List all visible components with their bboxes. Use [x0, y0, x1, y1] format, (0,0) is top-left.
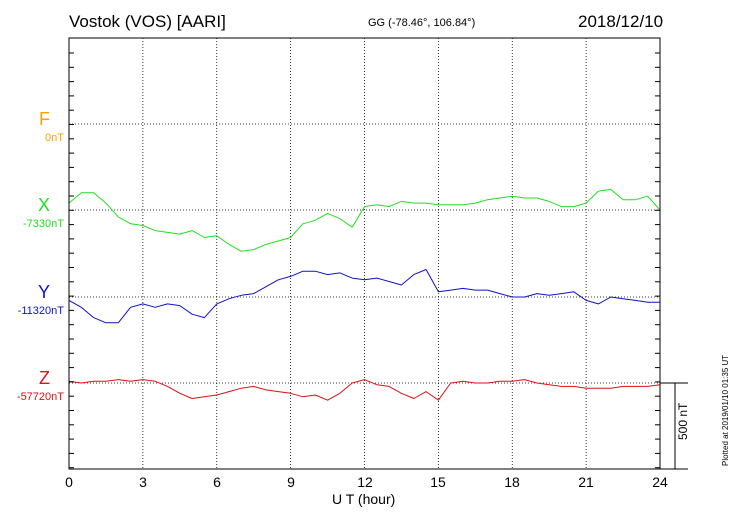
label-Z: Z — [39, 368, 50, 388]
y-ticks — [69, 52, 660, 469]
series-Z-line — [68, 379, 661, 401]
scale-bar — [660, 382, 688, 470]
station-coordinates: GG (-78.46°, 106.84°) — [368, 17, 476, 29]
series-X-line — [68, 188, 661, 252]
baseline-F: 0nT — [45, 132, 64, 144]
plot-date: 2018/12/10 — [578, 12, 664, 31]
series-Y-line — [68, 269, 660, 324]
x-tick-label: 18 — [504, 474, 520, 490]
grid-layer — [69, 38, 660, 469]
x-tick-label: 21 — [578, 474, 594, 490]
x-tick-label: 12 — [357, 474, 373, 490]
x-tick-label: 9 — [287, 474, 295, 490]
plotted-timestamp: Plotted at 2019/01/10 01:35 UT — [721, 354, 730, 466]
x-tick-label: 24 — [652, 474, 668, 490]
label-X: X — [37, 195, 50, 215]
series-layer — [68, 188, 661, 401]
scale-bar-label: 500 nT — [676, 402, 690, 440]
station-title: Vostok (VOS) [AARI] — [69, 12, 226, 31]
x-tick-label: 0 — [65, 474, 73, 490]
x-axis-label: U T (hour) — [332, 491, 396, 507]
baseline-X: -7330nT — [23, 218, 64, 230]
baseline-Z: -57720nT — [16, 391, 64, 403]
x-tick-label: 3 — [139, 474, 147, 490]
x-tick-label: 6 — [213, 474, 221, 490]
label-Y: Y — [37, 282, 50, 302]
x-tick-label: 15 — [430, 474, 446, 490]
baseline-Y: -11320nT — [17, 305, 64, 317]
label-F: F — [39, 109, 50, 129]
